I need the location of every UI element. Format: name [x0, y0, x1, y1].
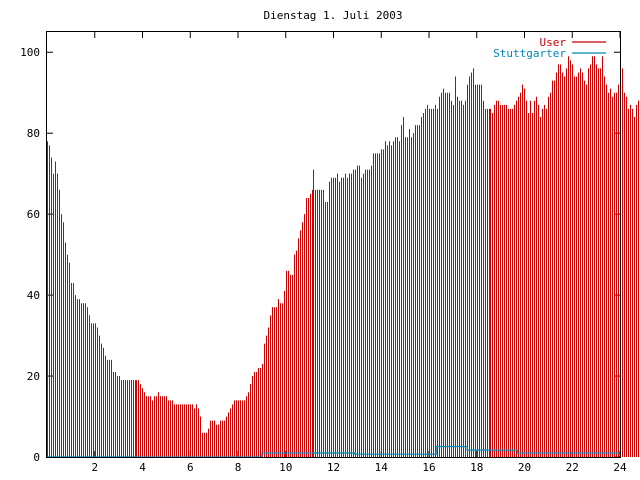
y-tick-label: 40: [27, 289, 40, 302]
x-tick-label: 6: [187, 461, 194, 474]
x-tick-label: 8: [235, 461, 242, 474]
legend-label: Stuttgarter: [493, 47, 566, 60]
x-tick-label: 22: [566, 461, 579, 474]
plot-frame: [46, 31, 621, 458]
y-tick-label: 20: [27, 370, 40, 383]
x-tick-label: 18: [470, 461, 483, 474]
legend-label: User: [540, 36, 567, 49]
y-tick-label: 100: [20, 46, 40, 59]
y-tick-label: 80: [27, 127, 40, 140]
x-tick-label: 14: [375, 461, 389, 474]
x-tick-label: 2: [91, 461, 98, 474]
stuttgarter-line: [47, 445, 620, 458]
user-series: [47, 56, 639, 457]
y-tick-label: 60: [27, 208, 40, 221]
x-tick-label: 20: [518, 461, 531, 474]
chart-title: Dienstag 1. Juli 2003: [263, 9, 402, 22]
x-tick-label: 16: [422, 461, 435, 474]
x-tick-label: 24: [613, 461, 627, 474]
stuttgarter-series: [47, 445, 620, 458]
x-tick-label: 12: [327, 461, 340, 474]
y-tick-label: 0: [33, 451, 40, 464]
x-tick-label: 4: [139, 461, 146, 474]
x-tick-label: 10: [279, 461, 292, 474]
